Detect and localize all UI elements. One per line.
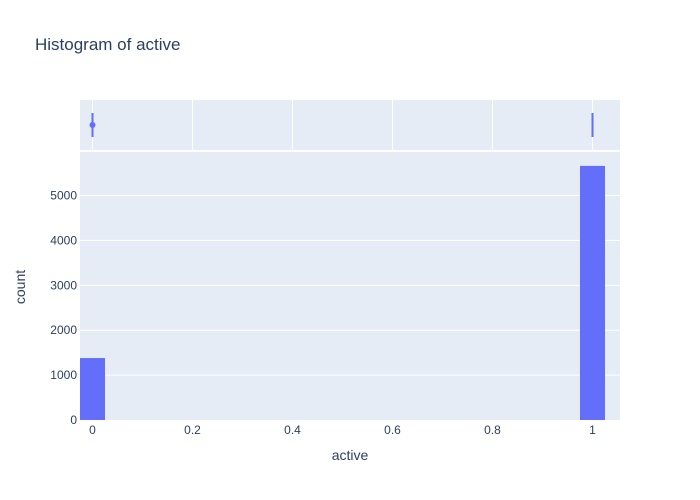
x-axis-title: active <box>332 447 369 463</box>
marginal-rug-marks <box>89 113 594 137</box>
chart-title: Histogram of active <box>35 35 181 54</box>
rug-point <box>89 122 96 128</box>
main-gridlines <box>80 195 620 376</box>
histogram-bars <box>80 165 605 420</box>
histogram-bar <box>80 358 105 420</box>
y-tick-label: 2000 <box>50 323 77 337</box>
y-tick-label: 1000 <box>50 368 77 382</box>
y-axis-ticks: 0 1000 2000 3000 4000 5000 <box>50 189 77 427</box>
y-tick-label: 5000 <box>50 189 77 203</box>
x-tick-label: 0 <box>89 423 96 437</box>
x-tick-label: 0.4 <box>284 423 301 437</box>
x-axis-ticks: 0 0.2 0.4 0.6 0.8 1 <box>89 423 596 437</box>
y-tick-label: 4000 <box>50 233 77 247</box>
y-tick-label: 3000 <box>50 278 77 292</box>
y-tick-label: 0 <box>70 413 77 427</box>
histogram-bar <box>580 165 605 420</box>
x-tick-label: 0.8 <box>484 423 501 437</box>
x-tick-label: 0.6 <box>384 423 401 437</box>
marginal-rug-plot-area <box>80 100 620 150</box>
x-tick-label: 1 <box>589 423 596 437</box>
x-tick-label: 0.2 <box>184 423 201 437</box>
y-axis-title: count <box>12 270 28 304</box>
main-plot-area <box>80 152 620 420</box>
